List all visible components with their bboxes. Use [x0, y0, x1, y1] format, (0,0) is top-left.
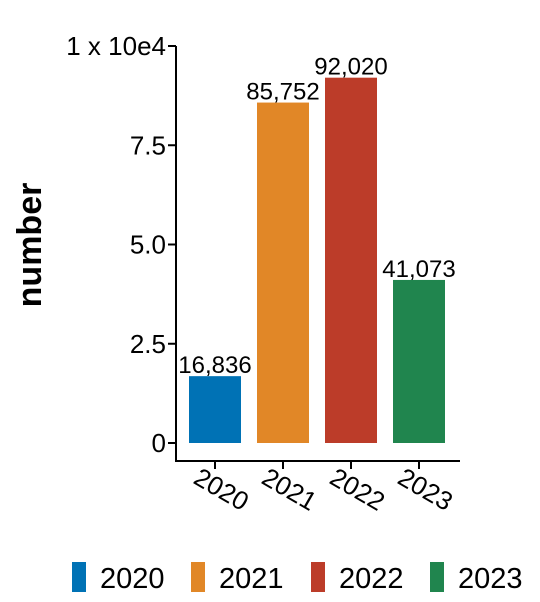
legend-label-2021: 2021 [219, 563, 284, 595]
bar-2022 [325, 77, 377, 443]
legend-label-2023: 2023 [458, 563, 523, 595]
y-tick-label-3: 7.5 [130, 130, 166, 160]
value-label-2023: 41,073 [382, 256, 455, 283]
value-label-2021: 85,752 [246, 79, 319, 106]
bar-2020 [189, 376, 241, 443]
y-tick-label-4: 1 x 10e4 [66, 31, 166, 61]
y-tick-label-0: 0 [152, 428, 166, 458]
bar-2021 [257, 102, 309, 443]
legend-swatch-2023 [430, 562, 444, 592]
legend-swatch-2021 [191, 562, 205, 592]
y-tick-label-1: 2.5 [130, 329, 166, 359]
y-tick-label-2: 5.0 [130, 230, 166, 260]
legend: 2020 2021 2022 2023 [72, 562, 523, 595]
bar-2023 [393, 279, 445, 443]
bars-group [189, 77, 445, 443]
legend-swatch-2022 [311, 562, 325, 592]
y-axis-label: number [11, 183, 49, 308]
x-tick-label-2021: 2021 [257, 462, 322, 517]
value-label-2022: 92,020 [314, 54, 387, 81]
legend-label-2020: 2020 [100, 563, 165, 595]
y-ticks-group: 0 2.5 5.0 7.5 1 x 10e4 [66, 31, 176, 458]
legend-swatch-2020 [72, 562, 86, 592]
legend-label-2022: 2022 [339, 563, 404, 595]
x-ticks-group: 2020 2021 2022 2023 [189, 461, 458, 517]
x-tick-label-2020: 2020 [189, 462, 254, 517]
x-tick-label-2022: 2022 [325, 462, 390, 517]
value-label-2020: 16,836 [178, 352, 251, 379]
x-tick-label-2023: 2023 [393, 462, 458, 517]
